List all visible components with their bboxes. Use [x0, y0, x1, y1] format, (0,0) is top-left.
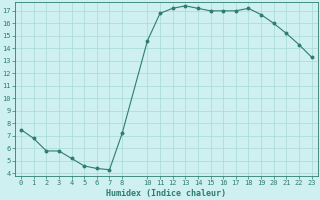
X-axis label: Humidex (Indice chaleur): Humidex (Indice chaleur) — [106, 189, 226, 198]
